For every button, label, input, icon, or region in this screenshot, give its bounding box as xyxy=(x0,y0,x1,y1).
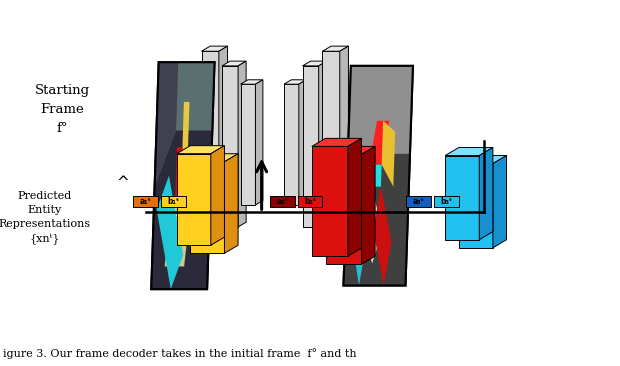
Bar xyxy=(326,154,361,264)
Polygon shape xyxy=(177,146,224,154)
Polygon shape xyxy=(255,80,263,205)
Text: Predicted
Entity
Representations
{xnᵗ}: Predicted Entity Representations {xnᵗ} xyxy=(0,191,91,244)
Polygon shape xyxy=(319,61,327,227)
Polygon shape xyxy=(459,156,507,164)
Bar xyxy=(284,84,299,205)
Text: b₂ᵗ: b₂ᵗ xyxy=(304,197,316,206)
Polygon shape xyxy=(241,80,263,84)
Polygon shape xyxy=(312,138,361,146)
Bar xyxy=(459,164,493,248)
Polygon shape xyxy=(348,66,413,154)
Polygon shape xyxy=(151,130,212,289)
Polygon shape xyxy=(219,46,228,253)
Polygon shape xyxy=(157,176,183,289)
Polygon shape xyxy=(222,61,246,66)
Polygon shape xyxy=(224,154,238,253)
Polygon shape xyxy=(211,146,224,245)
Text: a₂ᵗ: a₂ᵗ xyxy=(277,197,288,206)
Polygon shape xyxy=(238,61,246,227)
Bar xyxy=(312,146,348,256)
Bar xyxy=(322,51,340,253)
Polygon shape xyxy=(284,80,306,84)
Polygon shape xyxy=(164,198,192,266)
Text: igure 3. Our frame decoder takes in the initial frame  f° and th: igure 3. Our frame decoder takes in the … xyxy=(3,348,356,359)
Polygon shape xyxy=(349,176,366,285)
Bar xyxy=(161,196,186,207)
Polygon shape xyxy=(356,165,383,264)
Polygon shape xyxy=(322,46,348,51)
Polygon shape xyxy=(382,121,395,187)
Polygon shape xyxy=(181,102,190,181)
Polygon shape xyxy=(154,62,179,187)
Polygon shape xyxy=(151,62,215,289)
Bar xyxy=(202,51,219,253)
Polygon shape xyxy=(326,146,375,154)
Bar xyxy=(133,196,158,207)
Polygon shape xyxy=(493,156,507,248)
Polygon shape xyxy=(343,154,410,285)
Polygon shape xyxy=(190,154,238,162)
Text: Starting
Frame
f°: Starting Frame f° xyxy=(35,84,89,135)
Text: ^: ^ xyxy=(117,176,129,190)
Text: a₃ᵗ: a₃ᵗ xyxy=(413,197,424,206)
Polygon shape xyxy=(373,187,391,285)
Polygon shape xyxy=(370,121,389,165)
Polygon shape xyxy=(348,138,361,256)
Polygon shape xyxy=(343,66,413,285)
Bar xyxy=(241,84,255,205)
Bar xyxy=(303,66,319,227)
Polygon shape xyxy=(176,62,215,130)
Text: b₁ᵗ: b₁ᵗ xyxy=(167,197,180,206)
Bar xyxy=(298,196,322,207)
Polygon shape xyxy=(368,165,382,187)
Polygon shape xyxy=(479,147,493,240)
Text: a₁ᵗ: a₁ᵗ xyxy=(140,197,151,206)
Polygon shape xyxy=(445,147,493,156)
Bar xyxy=(190,162,224,253)
Polygon shape xyxy=(303,61,327,66)
Bar xyxy=(406,196,431,207)
Polygon shape xyxy=(340,46,348,253)
Polygon shape xyxy=(175,147,182,215)
Bar xyxy=(445,156,479,240)
Polygon shape xyxy=(361,146,375,264)
Text: b₃ᵗ: b₃ᵗ xyxy=(440,197,453,206)
Bar xyxy=(222,66,238,227)
Polygon shape xyxy=(202,46,228,51)
Bar xyxy=(434,196,459,207)
Bar xyxy=(270,196,294,207)
Bar xyxy=(177,154,211,245)
Polygon shape xyxy=(299,80,306,205)
